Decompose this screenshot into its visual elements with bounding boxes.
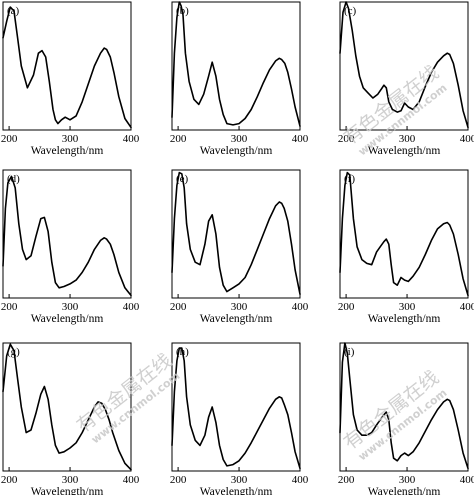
x-axis-label: Wavelength/nm [31, 145, 104, 157]
x-tick-label: 200 [338, 133, 355, 145]
plot-frame [339, 169, 469, 299]
x-tick-label: 300 [399, 474, 416, 486]
spectrum-line [339, 171, 469, 297]
x-tick-label: 300 [231, 133, 248, 145]
plot-frame [171, 342, 301, 472]
x-tick-label: 400 [123, 474, 140, 486]
x-tick-label: 400 [292, 474, 309, 486]
x-tick-label: 200 [1, 301, 18, 313]
x-axis-label: Wavelength/nm [200, 145, 273, 157]
x-tick-label: 400 [460, 133, 474, 145]
x-tick-label: 400 [460, 301, 474, 313]
x-tick-label: 400 [460, 474, 474, 486]
x-tick-label: 400 [292, 133, 309, 145]
chart-panel-2: 200 300 400 Wavelength/nm (c) [338, 1, 474, 157]
x-tick-label: 200 [338, 474, 355, 486]
plot-frame [339, 1, 469, 131]
plot-frame [171, 1, 301, 131]
x-tick-label: 300 [231, 474, 248, 486]
x-tick-label: 300 [62, 474, 79, 486]
plot-frame [171, 169, 301, 299]
spectrum-line [171, 347, 301, 470]
spectrum-line [2, 175, 132, 297]
spectrum-line [171, 1, 301, 127]
plot-frame [2, 342, 132, 472]
x-axis-label: Wavelength/nm [31, 313, 104, 325]
x-tick-label: 300 [399, 301, 416, 313]
x-axis-label: Wavelength/nm [200, 486, 273, 495]
spectrum-line [2, 6, 132, 129]
x-tick-label: 200 [170, 474, 187, 486]
x-axis-label: Wavelength/nm [31, 486, 104, 495]
x-tick-label: 200 [1, 133, 18, 145]
x-axis-label: Wavelength/nm [200, 313, 273, 325]
panel-label: (i) [344, 346, 355, 358]
x-tick-label: 200 [170, 301, 187, 313]
panel-label: (d) [7, 173, 20, 185]
x-tick-label: 300 [62, 301, 79, 313]
spectrum-line [2, 343, 132, 471]
x-tick-label: 400 [292, 301, 309, 313]
x-tick-label: 300 [399, 133, 416, 145]
spectrum-line [171, 171, 301, 295]
panel-label: (c) [344, 5, 357, 17]
x-tick-label: 300 [231, 301, 248, 313]
x-tick-label: 400 [123, 301, 140, 313]
x-tick-label: 400 [123, 133, 140, 145]
x-tick-label: 200 [338, 301, 355, 313]
x-axis-label: Wavelength/nm [368, 486, 441, 495]
spectrum-line [339, 342, 469, 470]
chart-panel-8: 200 300 400 Wavelength/nm (i) [338, 342, 474, 495]
x-tick-label: 200 [170, 133, 187, 145]
plot-frame [2, 169, 132, 299]
x-tick-label: 200 [1, 474, 18, 486]
plot-frame [2, 1, 132, 131]
chart-panel-3: 200 300 400 Wavelength/nm (d) [1, 169, 140, 325]
x-axis-label: Wavelength/nm [368, 145, 441, 157]
x-axis-label: Wavelength/nm [368, 313, 441, 325]
spectrum-line [339, 1, 469, 129]
x-tick-label: 300 [62, 133, 79, 145]
plot-frame [339, 342, 469, 472]
